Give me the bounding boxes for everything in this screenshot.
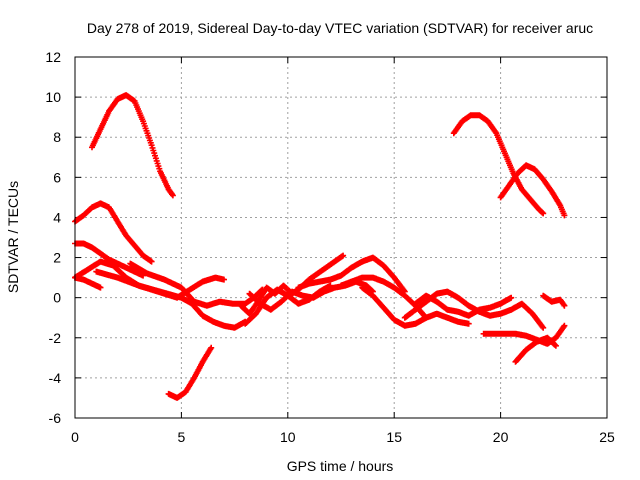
x-axis-label: GPS time / hours bbox=[287, 458, 394, 474]
data-point-markers bbox=[127, 260, 266, 309]
data-point-markers bbox=[72, 200, 155, 265]
data-point-markers bbox=[497, 162, 568, 219]
x-tick-label: 20 bbox=[493, 429, 509, 445]
y-tick-label: 10 bbox=[45, 89, 61, 105]
data-point-markers bbox=[89, 92, 176, 199]
chart-title: Day 278 of 2019, Sidereal Day-to-day VTE… bbox=[87, 20, 593, 36]
series-trace-20 bbox=[512, 334, 559, 365]
data-series bbox=[72, 92, 568, 401]
y-tick-label: -2 bbox=[49, 330, 62, 346]
series-trace-1 bbox=[89, 92, 176, 199]
series-trace-14 bbox=[359, 284, 472, 329]
y-tick-label: 12 bbox=[45, 49, 61, 65]
series-trace-21 bbox=[540, 292, 568, 309]
x-tick-label: 10 bbox=[280, 429, 296, 445]
series-trace-8 bbox=[165, 344, 215, 401]
y-tick-label: 0 bbox=[53, 290, 61, 306]
series-trace-6 bbox=[93, 268, 249, 331]
grid bbox=[74, 56, 608, 419]
tick-labels: 0 5 10 15 20 25 -6 -4 -2 0 2 4 6 8 10 12 bbox=[45, 49, 615, 445]
x-tick-label: 0 bbox=[71, 429, 79, 445]
y-tick-label: -4 bbox=[49, 370, 62, 386]
x-tick-label: 5 bbox=[178, 429, 186, 445]
series-trace-18 bbox=[497, 162, 568, 219]
series-trace-7 bbox=[127, 260, 266, 309]
y-tick-label: 6 bbox=[53, 169, 61, 185]
y-tick-label: 4 bbox=[53, 209, 61, 225]
series-trace-17 bbox=[450, 112, 547, 217]
plot-frame bbox=[74, 56, 608, 419]
y-tick-label: 8 bbox=[53, 129, 61, 145]
series-trace-12 bbox=[295, 254, 408, 295]
x-tick-label: 25 bbox=[599, 429, 615, 445]
data-point-markers bbox=[540, 292, 568, 309]
data-point-markers bbox=[450, 112, 547, 217]
series-trace-5 bbox=[72, 258, 227, 301]
data-point-markers bbox=[401, 288, 547, 331]
y-tick-label: -6 bbox=[49, 410, 62, 426]
data-point-markers bbox=[412, 292, 515, 319]
data-point-markers bbox=[295, 254, 408, 295]
data-point-markers bbox=[359, 284, 472, 329]
data-point-markers bbox=[72, 258, 227, 301]
series-trace-16 bbox=[412, 292, 515, 319]
series-trace-15 bbox=[401, 288, 547, 331]
data-point-markers bbox=[93, 268, 249, 331]
data-point-markers bbox=[165, 344, 215, 401]
y-axis-label: SDTVAR / TECUs bbox=[5, 181, 21, 293]
y-tick-label: 2 bbox=[53, 250, 61, 266]
x-tick-label: 15 bbox=[386, 429, 402, 445]
series-trace-2 bbox=[72, 200, 155, 265]
data-point-markers bbox=[512, 334, 559, 365]
